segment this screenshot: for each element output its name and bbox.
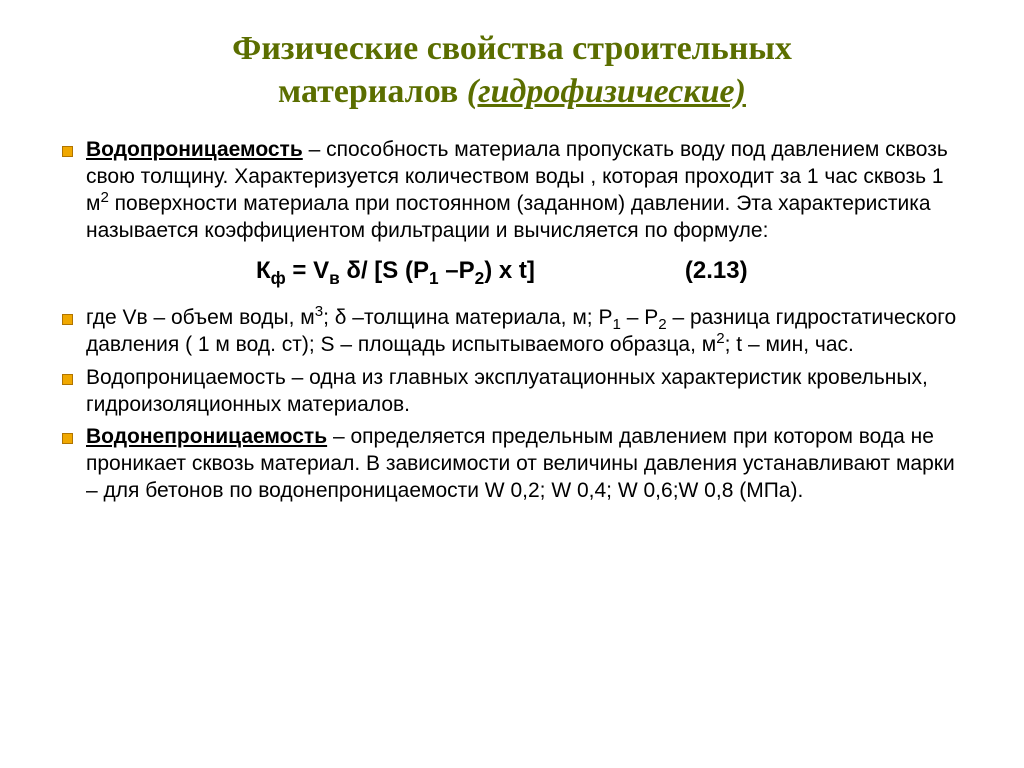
term-vodopronicaemost: Водопроницаемость [86,138,303,161]
bullet-item-1: Водопроницаемость – способность материал… [56,137,968,245]
formula-mid: –P [439,257,475,284]
b2-sub2: 2 [658,316,666,333]
bullet-list: Водопроницаемость – способность материал… [56,137,968,245]
bullet-item-3: Водопроницаемость – одна из главных эксп… [56,365,968,419]
formula-k: К [256,257,271,284]
b2-sub1: 1 [612,316,620,333]
formula-p2-sub: 2 [475,267,485,287]
title-line2-prefix: материалов [278,73,467,110]
formula: Кф = Vв δ/ [S (P1 –P2) x t] (2.13) [56,255,968,287]
formula-eq: = V [286,257,329,284]
formula-p1-sub: 1 [429,267,439,287]
b2-mid2: – P [621,306,658,329]
b2-tail: ; t – мин, час. [725,333,854,356]
equation-number: (2.13) [685,255,748,287]
bullet-item-4: Водонепроницаемость – определяется преде… [56,424,968,505]
b2-sup1: 3 [315,303,323,320]
b2-pre: где Vв – объем воды, м [86,306,315,329]
slide-title: Физические свойства строительных материа… [56,28,968,113]
bullet-list-2: где Vв – объем воды, м3; δ –толщина мате… [56,305,968,505]
bullet1-sup1: 2 [100,189,108,206]
bullet-item-2: где Vв – объем воды, м3; δ –толщина мате… [56,305,968,359]
formula-v-sub: в [329,267,340,287]
formula-end: ) x t] [484,257,535,284]
title-line1: Физические свойства строительных [232,30,792,67]
formula-k-sub: ф [271,267,286,287]
formula-delta: δ/ [S (P [340,257,429,284]
title-subtitle: (гидрофизические) [467,73,746,110]
b2-mid1: ; δ –толщина материала, м; P [323,306,612,329]
b3-text: Водопроницаемость – одна из главных эксп… [86,366,928,416]
b2-sup2: 2 [716,330,724,347]
term-vodonepronicaemost: Водонепроницаемость [86,425,327,448]
bullet1-tail: поверхности материала при постоянном (за… [86,192,931,242]
